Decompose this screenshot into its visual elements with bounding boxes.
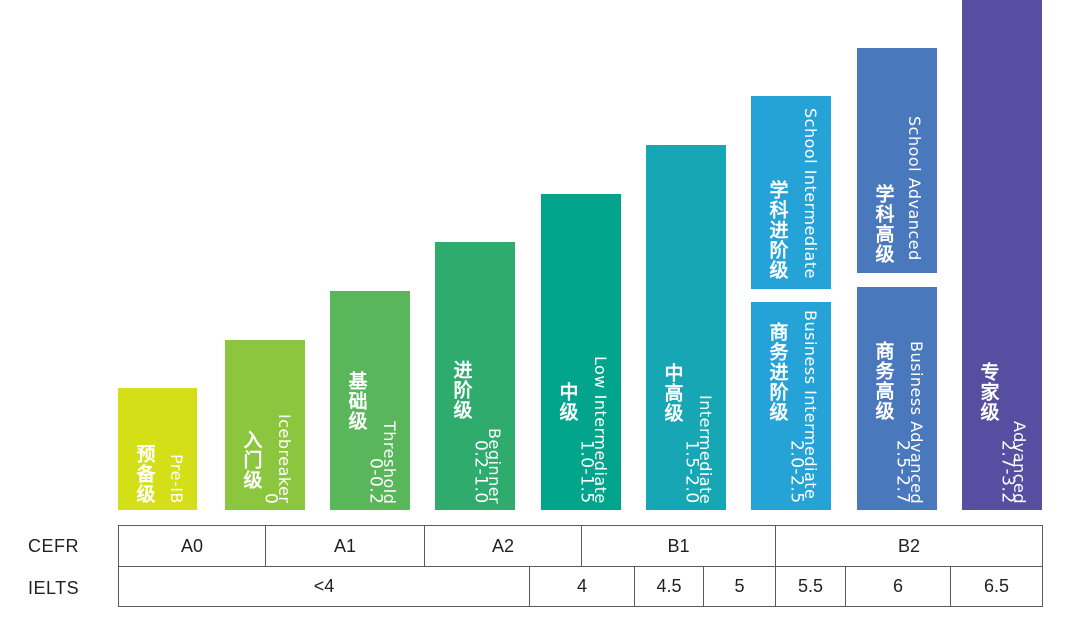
level-bar-advanced: Advanced 专家级 2.7-3.2 (962, 0, 1042, 510)
ielts-row-label: IELTS (28, 578, 80, 598)
level-en: Threshold (380, 420, 399, 504)
level-en: Pre-IB (167, 454, 186, 504)
level-cn: 中高级 (661, 363, 684, 423)
ielts-cell: 4 (529, 566, 635, 607)
level-cn: 专家级 (977, 362, 1000, 422)
level-en: Icebreaker (275, 414, 294, 504)
level-en: Business Advanced (907, 340, 926, 504)
level-bar-pre-ib: Pre-IB 预备级 (118, 388, 197, 510)
level-bar-beginner: Beginner 进阶级 0.2-1.0 (435, 242, 515, 510)
ielts-cell: 5 (703, 566, 776, 607)
level-range: 1.0-1.5 (576, 440, 597, 504)
level-cn: 商务进阶级 (766, 322, 789, 422)
level-bar-school-intermediate: School Intermediate 学科进阶级 (751, 96, 831, 289)
level-cn: 学科进阶级 (766, 180, 789, 280)
level-bar-icebreaker: Icebreaker 入门级 0 (225, 340, 305, 510)
level-cn: 基础级 (345, 371, 368, 431)
level-range: 1.5-2.0 (681, 440, 702, 504)
cefr-cell: A2 (424, 525, 582, 567)
level-en: Beginner (485, 427, 504, 504)
cefr-row-label: CEFR (28, 536, 79, 556)
ielts-cell: 6.5 (950, 566, 1043, 607)
cefr-cell: A0 (118, 525, 266, 567)
cefr-cell: B1 (581, 525, 776, 567)
level-cn: 学科高级 (872, 184, 895, 264)
cefr-cell: B2 (775, 525, 1043, 567)
level-cn: 预备级 (133, 444, 156, 504)
level-bar-intermediate: Intermediate 中高级 1.5-2.0 (646, 145, 726, 510)
level-en: Low Intermediate (591, 356, 610, 504)
level-cn: 中级 (556, 382, 579, 422)
level-bar-business-advanced: Business Advanced 商务高级 2.5-2.7 (857, 287, 937, 510)
level-bar-school-advanced: School Advanced 学科高级 (857, 48, 937, 273)
level-cn: 进阶级 (450, 360, 473, 420)
level-en: Business Intermediate (801, 310, 820, 500)
ielts-cell: 5.5 (775, 566, 846, 607)
level-bar-business-intermediate: Business Intermediate 商务进阶级 2.0-2.5 (751, 302, 831, 510)
level-en: School Advanced (905, 116, 924, 261)
level-range: 2.5-2.7 (892, 440, 913, 504)
ielts-cell: 4.5 (634, 566, 704, 607)
ielts-cell: 6 (845, 566, 951, 607)
level-range: 0.2-1.0 (470, 440, 491, 504)
cefr-cell: A1 (265, 525, 425, 567)
level-range: 0-0.2 (365, 457, 386, 505)
level-en: School Intermediate (801, 108, 820, 279)
level-en: Advanced (1010, 420, 1029, 504)
level-range: 2.0-2.5 (786, 440, 807, 504)
level-cn: 入门级 (240, 430, 263, 490)
level-range: 2.7-3.2 (997, 440, 1018, 504)
level-range: 0 (260, 492, 281, 504)
level-bar-low-intermediate: Low Intermediate 中级 1.0-1.5 (541, 194, 621, 510)
level-cn: 商务高级 (872, 341, 895, 421)
level-en: Intermediate (696, 394, 715, 504)
level-bar-threshold: Threshold 基础级 0-0.2 (330, 291, 410, 510)
ielts-cell: <4 (118, 566, 530, 607)
